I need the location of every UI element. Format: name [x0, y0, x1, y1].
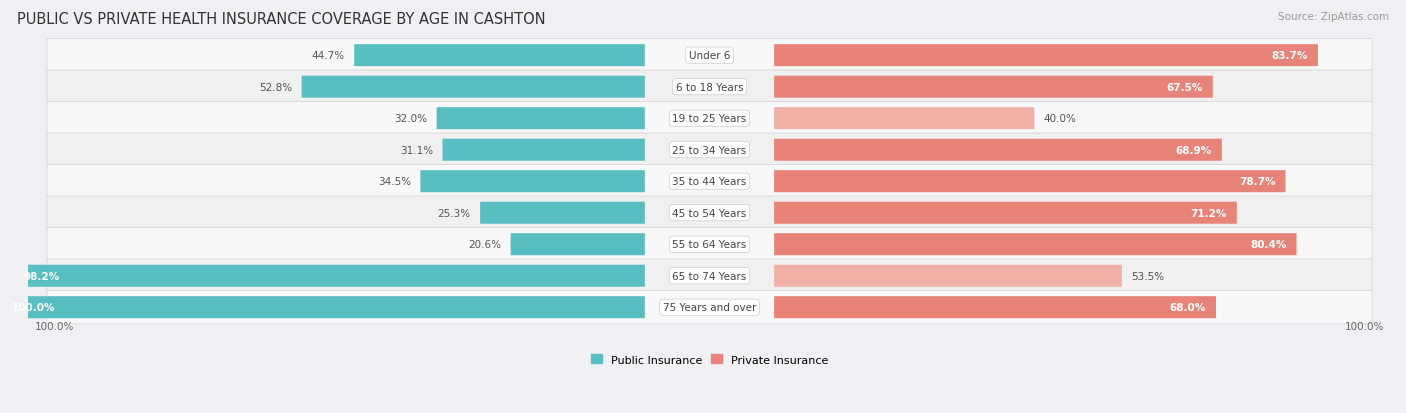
- FancyBboxPatch shape: [46, 197, 1372, 230]
- Text: 98.2%: 98.2%: [24, 271, 59, 281]
- Text: 44.7%: 44.7%: [312, 51, 344, 61]
- Text: 100.0%: 100.0%: [35, 321, 75, 331]
- Text: 25 to 34 Years: 25 to 34 Years: [672, 145, 747, 155]
- Text: 32.0%: 32.0%: [394, 114, 427, 124]
- Text: 31.1%: 31.1%: [399, 145, 433, 155]
- Text: 52.8%: 52.8%: [259, 83, 292, 93]
- FancyBboxPatch shape: [510, 234, 645, 256]
- FancyBboxPatch shape: [46, 134, 1372, 167]
- FancyBboxPatch shape: [775, 202, 1237, 224]
- FancyBboxPatch shape: [443, 139, 645, 161]
- FancyBboxPatch shape: [46, 165, 1372, 198]
- FancyBboxPatch shape: [420, 171, 645, 193]
- FancyBboxPatch shape: [46, 71, 1372, 104]
- Text: 35 to 44 Years: 35 to 44 Years: [672, 177, 747, 187]
- Text: 19 to 25 Years: 19 to 25 Years: [672, 114, 747, 124]
- Text: 25.3%: 25.3%: [437, 208, 471, 218]
- Text: 45 to 54 Years: 45 to 54 Years: [672, 208, 747, 218]
- FancyBboxPatch shape: [479, 202, 645, 224]
- FancyBboxPatch shape: [775, 297, 1216, 318]
- Text: 34.5%: 34.5%: [378, 177, 411, 187]
- Text: 68.9%: 68.9%: [1175, 145, 1212, 155]
- Text: 67.5%: 67.5%: [1167, 83, 1202, 93]
- FancyBboxPatch shape: [775, 234, 1296, 256]
- Text: 100.0%: 100.0%: [1346, 321, 1385, 331]
- FancyBboxPatch shape: [775, 139, 1222, 161]
- FancyBboxPatch shape: [354, 45, 645, 67]
- FancyBboxPatch shape: [775, 45, 1317, 67]
- Text: Source: ZipAtlas.com: Source: ZipAtlas.com: [1278, 12, 1389, 22]
- Text: 6 to 18 Years: 6 to 18 Years: [676, 83, 744, 93]
- Text: PUBLIC VS PRIVATE HEALTH INSURANCE COVERAGE BY AGE IN CASHTON: PUBLIC VS PRIVATE HEALTH INSURANCE COVER…: [17, 12, 546, 27]
- Text: Under 6: Under 6: [689, 51, 730, 61]
- Text: 40.0%: 40.0%: [1043, 114, 1077, 124]
- Text: 78.7%: 78.7%: [1239, 177, 1275, 187]
- FancyBboxPatch shape: [775, 76, 1213, 98]
- Text: 100.0%: 100.0%: [11, 302, 55, 313]
- FancyBboxPatch shape: [0, 297, 645, 318]
- Text: 53.5%: 53.5%: [1132, 271, 1164, 281]
- Text: 68.0%: 68.0%: [1170, 302, 1206, 313]
- Text: 83.7%: 83.7%: [1271, 51, 1308, 61]
- FancyBboxPatch shape: [46, 259, 1372, 293]
- FancyBboxPatch shape: [46, 102, 1372, 135]
- FancyBboxPatch shape: [775, 171, 1285, 193]
- FancyBboxPatch shape: [437, 108, 645, 130]
- FancyBboxPatch shape: [46, 39, 1372, 73]
- Text: 75 Years and over: 75 Years and over: [662, 302, 756, 313]
- Text: 71.2%: 71.2%: [1191, 208, 1227, 218]
- FancyBboxPatch shape: [775, 108, 1035, 130]
- Text: 55 to 64 Years: 55 to 64 Years: [672, 240, 747, 249]
- FancyBboxPatch shape: [302, 76, 645, 98]
- Text: 20.6%: 20.6%: [468, 240, 501, 249]
- FancyBboxPatch shape: [46, 291, 1372, 324]
- Legend: Public Insurance, Private Insurance: Public Insurance, Private Insurance: [586, 350, 832, 369]
- FancyBboxPatch shape: [46, 228, 1372, 261]
- Text: 80.4%: 80.4%: [1250, 240, 1286, 249]
- Text: 65 to 74 Years: 65 to 74 Years: [672, 271, 747, 281]
- FancyBboxPatch shape: [7, 265, 645, 287]
- FancyBboxPatch shape: [775, 265, 1122, 287]
